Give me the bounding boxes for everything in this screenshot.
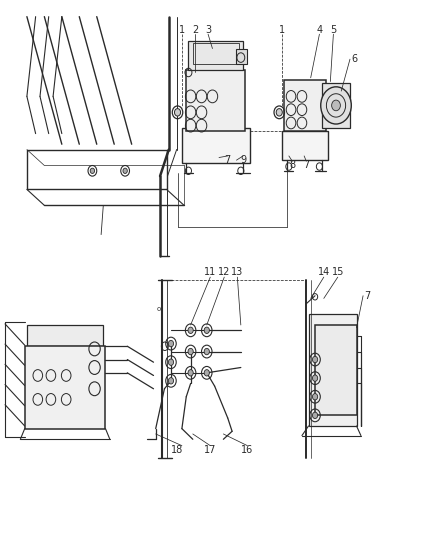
Text: 15: 15 — [332, 267, 344, 277]
Bar — [182, 128, 250, 163]
Text: 6: 6 — [351, 54, 357, 64]
Circle shape — [174, 109, 180, 116]
Text: 2: 2 — [192, 25, 198, 35]
Text: 7: 7 — [364, 290, 371, 301]
Bar — [283, 131, 328, 160]
Text: 3: 3 — [205, 25, 211, 35]
Text: o: o — [157, 306, 161, 312]
Text: 13: 13 — [231, 267, 244, 277]
Text: 7: 7 — [303, 160, 310, 171]
Circle shape — [123, 168, 127, 173]
Circle shape — [168, 359, 173, 366]
Text: 14: 14 — [318, 267, 330, 277]
Text: 1: 1 — [179, 25, 185, 35]
Text: 8: 8 — [289, 160, 295, 171]
Bar — [193, 43, 239, 64]
Bar — [308, 314, 357, 426]
Circle shape — [312, 357, 318, 363]
Circle shape — [276, 109, 283, 116]
Text: 1: 1 — [279, 25, 286, 35]
Text: 11: 11 — [204, 267, 216, 277]
Text: 16: 16 — [241, 445, 254, 455]
Circle shape — [204, 369, 209, 376]
Text: 5: 5 — [330, 25, 336, 35]
Circle shape — [321, 87, 351, 124]
Circle shape — [168, 341, 173, 347]
Bar — [188, 41, 243, 70]
Circle shape — [312, 375, 318, 381]
Bar — [236, 49, 247, 64]
Text: 12: 12 — [218, 267, 230, 277]
Bar — [186, 70, 245, 131]
Text: 17: 17 — [204, 445, 216, 455]
Circle shape — [312, 412, 318, 418]
Circle shape — [332, 100, 340, 111]
Circle shape — [168, 377, 173, 384]
Circle shape — [90, 168, 95, 173]
Circle shape — [204, 349, 209, 355]
Text: 9: 9 — [240, 155, 246, 165]
Bar — [321, 83, 350, 128]
Bar — [315, 325, 357, 415]
Text: 18: 18 — [171, 445, 184, 455]
Circle shape — [188, 327, 193, 334]
Circle shape — [204, 327, 209, 334]
Text: 7: 7 — [225, 155, 231, 165]
Bar — [25, 346, 106, 429]
Circle shape — [312, 393, 318, 400]
Circle shape — [188, 349, 193, 355]
Text: 4: 4 — [316, 25, 322, 35]
Bar — [285, 80, 326, 131]
Circle shape — [188, 369, 193, 376]
Bar — [27, 325, 103, 346]
